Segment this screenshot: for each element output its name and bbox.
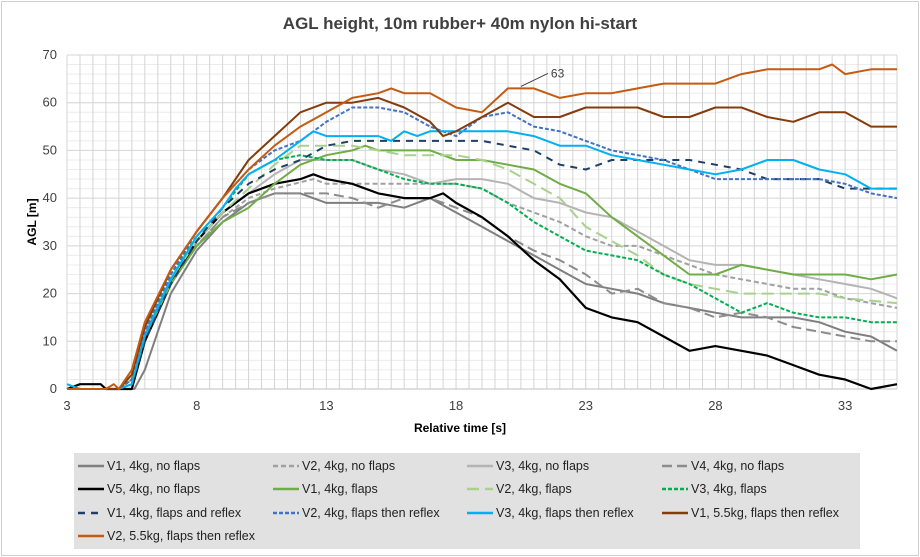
legend-swatch [467, 464, 493, 468]
y-tick-label: 10 [43, 333, 57, 348]
legend-item: V1, 4kg, flaps [273, 482, 378, 496]
series-line-7 [67, 144, 898, 390]
series-line-6 [67, 144, 898, 390]
y-tick-label: 50 [43, 142, 57, 157]
legend-label: V1, 4kg, no flaps [107, 459, 201, 473]
legend-item: V1, 4kg, flaps and reflex [78, 506, 241, 520]
series-lines [66, 63, 898, 391]
legend-swatch [78, 534, 104, 538]
y-tick-label: 40 [43, 190, 57, 205]
legend-item: V2, 5.5kg, flaps then reflex [78, 529, 255, 543]
legend-label: V3, 4kg, flaps then reflex [496, 506, 634, 520]
legend: V1, 4kg, no flaps V2, 4kg, no flaps V3, 4k… [74, 453, 860, 549]
y-axis-label: AGL [m] [25, 198, 39, 245]
legend-swatch [78, 487, 104, 491]
x-tick-label: 13 [319, 398, 333, 413]
legend-item: V3, 4kg, no flaps [467, 459, 589, 473]
legend-swatch [273, 487, 299, 491]
legend-swatch [662, 464, 688, 468]
annotation-label: 63 [551, 66, 565, 80]
legend-swatch [273, 511, 299, 515]
legend-item: V3, 4kg, flaps then reflex [467, 506, 634, 520]
legend-label: V5, 4kg, no flaps [107, 482, 201, 496]
x-tick-label: 33 [838, 398, 852, 413]
y-tick-label: 0 [50, 381, 57, 396]
x-tick-label: 23 [579, 398, 593, 413]
annotation-leader-line [520, 72, 549, 87]
x-tick-label: 8 [193, 398, 200, 413]
y-tick-label: 60 [43, 95, 57, 110]
legend-label: V2, 4kg, flaps then reflex [302, 506, 440, 520]
y-tick-label: 20 [43, 286, 57, 301]
legend-swatch [662, 511, 688, 515]
x-axis-ticks: 3 8 13 18 23 28 33 [63, 398, 852, 413]
legend-label: V1, 5.5kg, flaps then reflex [691, 506, 840, 520]
legend-item: V2, 4kg, no flaps [273, 459, 395, 473]
legend-label: V2, 4kg, flaps [496, 482, 572, 496]
legend-label: V1, 4kg, flaps and reflex [107, 506, 242, 520]
chart-title: AGL height, 10m rubber+ 40m nylon hi-sta… [283, 14, 638, 33]
legend-swatch [273, 464, 299, 468]
gridlines [66, 54, 898, 390]
legend-swatch [78, 511, 104, 515]
x-tick-label: 18 [449, 398, 463, 413]
legend-swatch [467, 487, 493, 491]
legend-label: V2, 4kg, no flaps [302, 459, 396, 473]
legend-item: V2, 4kg, flaps [467, 482, 572, 496]
legend-label: V4, 4kg, no flaps [691, 459, 785, 473]
legend-swatch [662, 487, 688, 491]
y-axis-ticks: 0 10 20 30 40 50 60 70 [43, 47, 57, 396]
legend-item: V3, 4kg, flaps [662, 482, 767, 496]
series-line-1 [67, 192, 898, 390]
series-line-13 [67, 63, 897, 390]
series-line-11 [66, 130, 897, 390]
x-tick-label: 28 [708, 398, 722, 413]
series-line-8 [67, 154, 897, 390]
y-tick-label: 30 [43, 238, 57, 253]
y-tick-label: 70 [43, 47, 57, 62]
legend-label: V1, 4kg, flaps [302, 482, 378, 496]
series-line-9 [67, 139, 897, 390]
legend-item: V4, 4kg, no flaps [662, 459, 784, 473]
legend-swatch [78, 464, 104, 468]
legend-item: V2, 4kg, flaps then reflex [273, 506, 440, 520]
legend-label: V2, 5.5kg, flaps then reflex [107, 529, 256, 543]
legend-label: V3, 4kg, no flaps [496, 459, 590, 473]
x-tick-label: 3 [63, 398, 70, 413]
legend-item: V1, 5.5kg, flaps then reflex [662, 506, 839, 520]
legend-item: V1, 4kg, no flaps [78, 459, 200, 473]
legend-item: V5, 4kg, no flaps [78, 482, 200, 496]
legend-swatch [467, 511, 493, 515]
x-axis-label: Relative time [s] [414, 421, 506, 435]
legend-label: V3, 4kg, flaps [691, 482, 767, 496]
